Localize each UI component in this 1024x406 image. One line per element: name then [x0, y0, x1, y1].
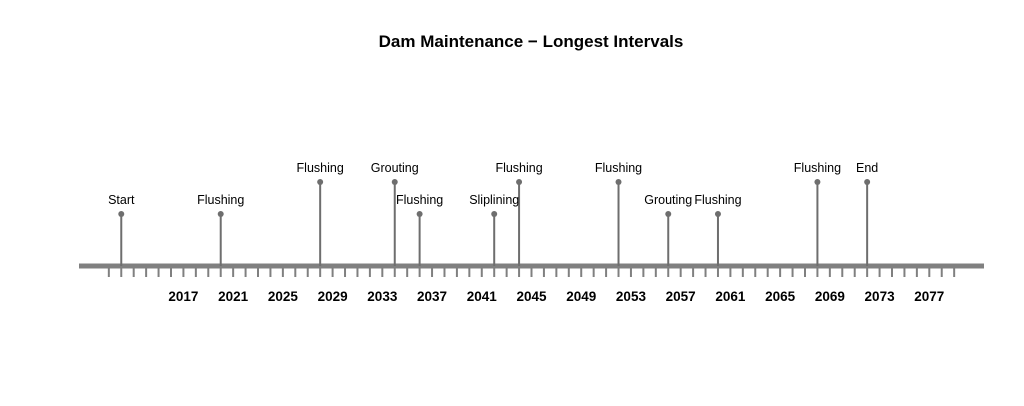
- event-marker: [615, 179, 622, 185]
- tick-label: 2029: [318, 289, 348, 304]
- event-marker: [864, 179, 871, 185]
- tick-label: 2077: [914, 289, 944, 304]
- event-stems: [118, 179, 871, 266]
- tick-label: 2041: [467, 289, 498, 304]
- minor-ticks: [107, 268, 956, 277]
- tick-label: 2061: [715, 289, 746, 304]
- event-marker: [317, 179, 324, 185]
- chart-title: Dam Maintenance − Longest Intervals: [379, 32, 684, 51]
- event-label: Flushing: [396, 193, 443, 207]
- event-marker: [714, 211, 721, 217]
- tick-label: 2045: [516, 289, 547, 304]
- event-marker: [491, 211, 498, 217]
- tick-label: 2053: [616, 289, 647, 304]
- tick-label: 2037: [417, 289, 447, 304]
- year-tick-labels: 2017 2021 2025 2029 2033 2037 2041 2045 2049 2053…: [168, 289, 944, 304]
- tick-label: 2069: [815, 289, 845, 304]
- event-marker: [416, 211, 423, 217]
- tick-label: 2073: [865, 289, 896, 304]
- event-label: Sliplining: [469, 193, 519, 207]
- event-label: Grouting: [644, 193, 692, 207]
- event-label: Start: [108, 193, 135, 207]
- event-label: Flushing: [297, 161, 344, 175]
- event-label: End: [856, 161, 878, 175]
- event-label: Flushing: [694, 193, 741, 207]
- tick-label: 2033: [367, 289, 398, 304]
- event-marker: [665, 211, 672, 217]
- event-label: Flushing: [595, 161, 642, 175]
- tick-label: 2017: [168, 289, 198, 304]
- event-marker: [118, 211, 125, 217]
- tick-label: 2025: [268, 289, 299, 304]
- event-label: Flushing: [794, 161, 841, 175]
- event-label: Flushing: [197, 193, 244, 207]
- event-label: Grouting: [371, 161, 419, 175]
- tick-label: 2065: [765, 289, 796, 304]
- event-marker: [217, 211, 224, 217]
- event-marker: [814, 179, 821, 185]
- tick-label: 2049: [566, 289, 596, 304]
- tick-label: 2057: [666, 289, 696, 304]
- event-label: Flushing: [495, 161, 542, 175]
- tick-label: 2021: [218, 289, 249, 304]
- event-marker: [516, 179, 523, 185]
- event-marker: [391, 179, 398, 185]
